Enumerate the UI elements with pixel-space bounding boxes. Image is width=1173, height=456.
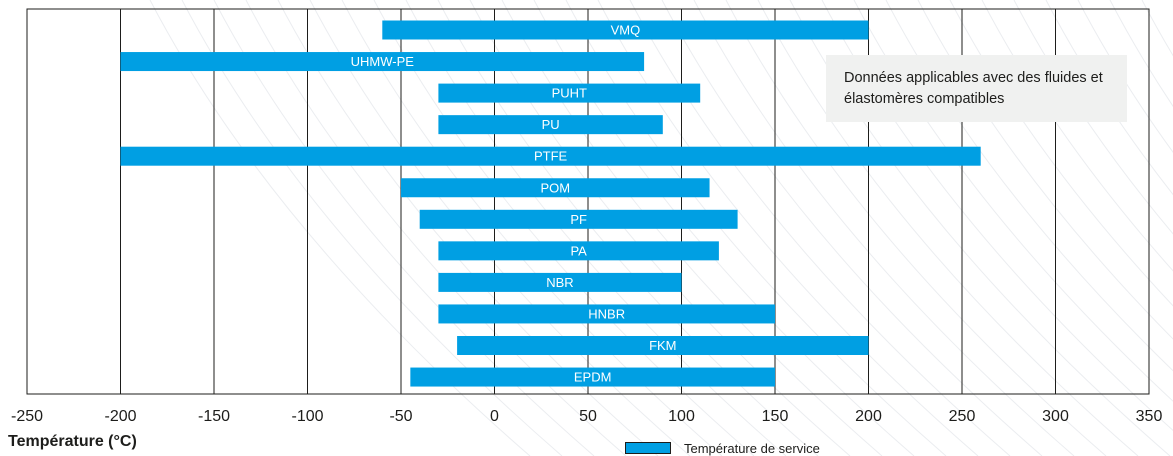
bar-label: PU (542, 117, 560, 132)
bar-puht (438, 83, 701, 103)
background-line (1109, 0, 1173, 108)
bar-label: FKM (649, 338, 676, 353)
bar-fkm (457, 336, 869, 355)
background-line (693, 0, 1075, 456)
bar-vmq (382, 20, 869, 40)
x-tick-label: 200 (855, 408, 882, 425)
bar-label: EPDM (574, 370, 612, 385)
bar-pa (438, 241, 719, 261)
annotation-text: Données applicables avec des fluides et … (844, 70, 1103, 107)
background-line (757, 0, 1139, 456)
bar-pom (401, 178, 710, 198)
background-line (629, 0, 1011, 456)
annotation-box: Données applicables avec des fluides et … (826, 55, 1127, 122)
x-tick-label: 300 (1042, 408, 1069, 425)
bar-label: PTFE (534, 149, 568, 164)
bar-label: PA (570, 243, 587, 258)
x-tick-label: -200 (104, 408, 136, 425)
bar-ptfe (120, 146, 981, 166)
bar-pu (438, 115, 663, 135)
bar-label: NBR (546, 275, 573, 290)
x-tick-label: -50 (389, 408, 412, 425)
bar-hnbr (438, 304, 775, 324)
bar-label: PF (570, 212, 587, 227)
x-tick-label: -150 (198, 408, 230, 425)
bar-label: VMQ (611, 23, 641, 38)
x-tick-label: 100 (668, 408, 695, 425)
x-tick-label: -100 (291, 408, 323, 425)
bar-label: PUHT (552, 86, 587, 101)
x-axis-ticks: -250 -200 -150 -100 -50 0 50 100 150 200 250 300 350 (11, 408, 1162, 425)
bar-epdm (410, 367, 775, 387)
x-tick-label: 350 (1136, 408, 1163, 425)
x-tick-label: 250 (949, 408, 976, 425)
bar-pf (419, 209, 738, 229)
x-tick-label: 150 (762, 408, 789, 425)
bar-label: POM (540, 180, 570, 195)
background-line (661, 0, 1043, 456)
legend: Température de service (625, 440, 820, 456)
x-tick-label: 50 (579, 408, 597, 425)
background-line (725, 0, 1107, 456)
legend-swatch (625, 442, 671, 454)
bars: VMQ UHMW-PE PUHT PU PTFE POM PF PA NBR HNBR FKM EPD… (120, 20, 981, 387)
bar-label: HNBR (588, 306, 625, 321)
bar-uhmw-pe (120, 52, 645, 72)
bar-label: UHMW-PE (351, 54, 415, 69)
x-tick-label: -250 (11, 408, 43, 425)
x-tick-label: 0 (490, 408, 499, 425)
bar-nbr (438, 272, 682, 292)
legend-label: Température de service (684, 440, 820, 456)
x-axis-title: Température (°C) (8, 433, 137, 450)
